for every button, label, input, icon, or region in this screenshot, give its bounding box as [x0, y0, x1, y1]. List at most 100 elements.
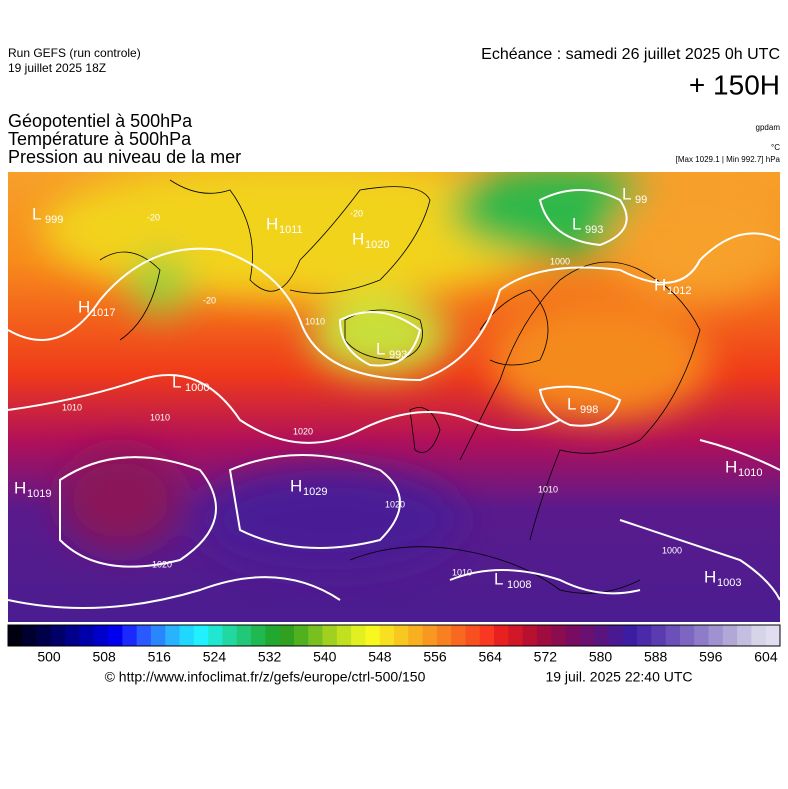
- center-type: L: [567, 394, 576, 413]
- colorbar-cell: [136, 625, 152, 646]
- colorbar-cell: [394, 625, 409, 646]
- colorbar-cell: [651, 625, 667, 646]
- colorbar-cell: [365, 625, 381, 646]
- colorbar-cell: [565, 625, 581, 646]
- center-type: H: [725, 457, 737, 476]
- center-type: H: [78, 297, 90, 316]
- colorbar-cell: [479, 625, 495, 646]
- colorbar-tick-label: 556: [423, 649, 447, 665]
- center-pressure: 1003: [717, 577, 741, 589]
- colorbar-tick-label: 604: [754, 649, 778, 665]
- colorbar-cell: [408, 625, 424, 646]
- center-type: H: [266, 214, 278, 233]
- center-pressure: 993: [585, 224, 603, 236]
- colorbar-tick-label: 540: [313, 649, 337, 665]
- colorbar-cell: [551, 625, 567, 646]
- field-shading: [40, 172, 780, 570]
- colorbar-cell: [279, 625, 295, 646]
- colorbar-cell: [208, 625, 223, 646]
- colorbar-cell: [751, 625, 767, 646]
- center-pressure: 1020: [365, 239, 389, 251]
- colorbar-cell: [265, 625, 281, 646]
- title: Température à 500hPa: [8, 129, 192, 149]
- isobar-label: 1020: [385, 499, 405, 509]
- isobar-label: 1010: [305, 316, 325, 326]
- title: Géopotentiel à 500hPa: [8, 111, 193, 131]
- center-type: H: [290, 476, 302, 495]
- isobar-label: 1010: [452, 567, 472, 577]
- colorbar-cell: [379, 625, 395, 646]
- isobar-label: -20: [203, 295, 216, 305]
- colorbar-cell: [293, 625, 309, 646]
- colorbar-cell: [637, 625, 652, 646]
- center-type: L: [172, 372, 181, 391]
- center-type: L: [622, 184, 631, 203]
- center-type: L: [32, 204, 41, 223]
- colorbar-cell: [336, 625, 352, 646]
- colorbar-cell: [22, 625, 38, 646]
- isobar-label: 1020: [293, 426, 313, 436]
- colorbar-cell: [351, 625, 366, 646]
- isobars: [8, 189, 780, 609]
- colorbar-cell: [708, 625, 724, 646]
- isobar-label: 1000: [662, 545, 682, 555]
- colorbar-cell: [679, 625, 695, 646]
- center-pressure: 1019: [27, 488, 51, 500]
- center-pressure: 1000: [185, 382, 209, 394]
- center-type: H: [704, 567, 716, 586]
- colorbar-cell: [494, 625, 509, 646]
- colorbar-cell: [422, 625, 438, 646]
- colorbar-tick-label: 596: [699, 649, 723, 665]
- colorbar-cell: [222, 625, 238, 646]
- unit: gpdam: [756, 123, 781, 132]
- colorbar-tick-label: 516: [148, 649, 172, 665]
- run-date: 19 juillet 2025 18Z: [8, 61, 106, 75]
- colorbar-cell: [436, 625, 452, 646]
- center-type: L: [494, 569, 503, 588]
- colorbar-cell: [765, 625, 781, 646]
- colorbar-cell: [308, 625, 324, 646]
- unit: °C: [771, 143, 780, 152]
- colorbar-cell: [522, 625, 538, 646]
- colorbar-tick-label: 500: [37, 649, 61, 665]
- colorbar-tick-label: 524: [203, 649, 227, 665]
- center-pressure: 1017: [91, 307, 115, 319]
- center-type: L: [376, 339, 385, 358]
- colorbar-cell: [251, 625, 266, 646]
- isobar-label: -20: [350, 208, 363, 218]
- isobar-label: 1010: [538, 484, 558, 494]
- colorbar-cell: [451, 625, 466, 646]
- colorbar-cell: [465, 625, 481, 646]
- isobar-label: -20: [147, 212, 160, 222]
- center-pressure: 1010: [738, 467, 762, 479]
- colorbar-cell: [93, 625, 109, 646]
- unit: [Max 1029.1 | Min 992.7] hPa: [676, 155, 781, 164]
- isobar-label: 1010: [62, 402, 82, 412]
- colorbar-cell: [179, 625, 195, 646]
- colorbar-cell: [737, 625, 752, 646]
- center-pressure: 1008: [507, 579, 531, 591]
- center-pressure: 1011: [279, 224, 303, 236]
- colorbar-tick-label: 564: [479, 649, 503, 665]
- colorbar-frame: [7, 624, 781, 647]
- title: Pression au niveau de la mer: [8, 147, 241, 167]
- colorbar-cell: [193, 625, 209, 646]
- colorbar-cell: [608, 625, 624, 646]
- colorbar-cell: [150, 625, 166, 646]
- isobar-label: 1020: [152, 559, 172, 569]
- map: 1010 1010 1020 1020 1020 1010 1010 1000 1010 1000…: [8, 172, 780, 622]
- center-pressure: 1012: [667, 285, 691, 297]
- colorbar-cell: [79, 625, 95, 646]
- colorbar-tick-label: 572: [534, 649, 558, 665]
- colorbar-tick-label: 508: [92, 649, 116, 665]
- colorbar-cell: [36, 625, 52, 646]
- colorbar-tick-label: 548: [368, 649, 392, 665]
- colorbar-cell: [579, 625, 595, 646]
- colorbar-cell: [665, 625, 681, 646]
- center-pressure: 993: [389, 349, 407, 361]
- colorbar-cell: [508, 625, 524, 646]
- source-url: © http://www.infoclimat.fr/z/gefs/europe…: [105, 669, 426, 685]
- colorbar-tick-label: 580: [589, 649, 613, 665]
- center-type: L: [572, 214, 581, 233]
